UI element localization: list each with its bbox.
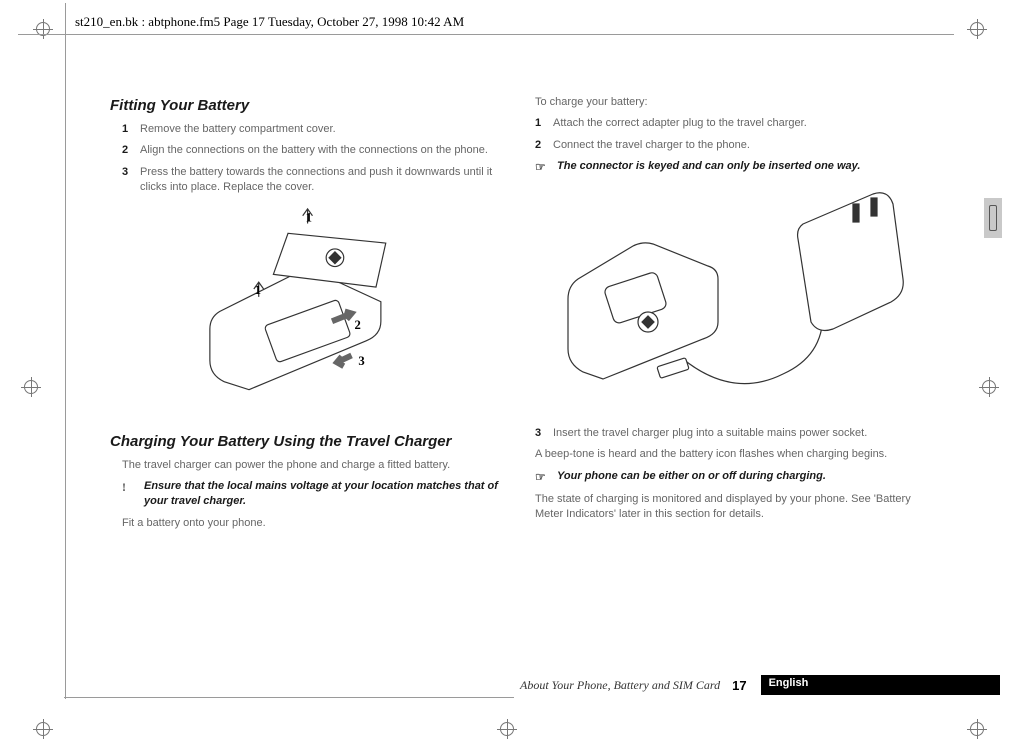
svg-text:2: 2 bbox=[354, 318, 360, 332]
footer-page-number: 17 bbox=[732, 678, 746, 693]
paragraph: Fit a battery onto your phone. bbox=[110, 516, 505, 531]
hand-icon: ☞ bbox=[535, 159, 557, 176]
paragraph: The travel charger can power the phone a… bbox=[110, 458, 505, 473]
step-number: 3 bbox=[535, 426, 553, 441]
battery-svg: 1 1 2 3 bbox=[161, 204, 454, 419]
step-text: Insert the travel charger plug into a su… bbox=[553, 426, 930, 441]
frame-line-bottom bbox=[64, 697, 514, 698]
step-number: 1 bbox=[122, 122, 140, 137]
reg-mark-bl bbox=[36, 722, 50, 736]
left-column: Fitting Your Battery 1 Remove the batter… bbox=[110, 95, 505, 537]
step-number: 2 bbox=[535, 138, 553, 153]
doc-header: st210_en.bk : abtphone.fm5 Page 17 Tuesd… bbox=[75, 14, 464, 30]
step-text: Attach the correct adapter plug to the t… bbox=[553, 116, 930, 131]
right-column: To charge your battery: 1 Attach the cor… bbox=[535, 95, 930, 537]
reg-mark-mr bbox=[982, 380, 996, 394]
charging-note: ☞ Your phone can be either on or off dur… bbox=[535, 469, 930, 486]
battery-illustration: 1 1 2 3 bbox=[110, 204, 505, 419]
reg-mark-ml bbox=[24, 380, 38, 394]
reg-mark-bm bbox=[500, 722, 514, 736]
hand-icon: ☞ bbox=[535, 469, 557, 486]
side-tab bbox=[984, 198, 1002, 238]
step-number: 1 bbox=[535, 116, 553, 131]
step-text: Connect the travel charger to the phone. bbox=[553, 138, 930, 153]
footer-lang-bar: English bbox=[761, 675, 1000, 695]
paragraph: A beep-tone is heard and the battery ico… bbox=[535, 447, 930, 462]
charger-svg bbox=[553, 184, 913, 414]
frame-line-left bbox=[65, 3, 66, 699]
step-row: 2 Align the connections on the battery w… bbox=[110, 143, 505, 158]
step-row: 3 Insert the travel charger plug into a … bbox=[535, 426, 930, 441]
reg-mark-br bbox=[970, 722, 984, 736]
warning-note: ! Ensure that the local mains voltage at… bbox=[110, 479, 505, 510]
step-text: Remove the battery compartment cover. bbox=[140, 122, 505, 137]
page-content: Fitting Your Battery 1 Remove the batter… bbox=[110, 95, 930, 537]
note-text: Your phone can be either on or off durin… bbox=[557, 469, 930, 486]
footer-language: English bbox=[769, 677, 809, 689]
step-row: 2 Connect the travel charger to the phon… bbox=[535, 138, 930, 153]
step-text: Press the battery towards the connection… bbox=[140, 165, 505, 196]
phone-tab-icon bbox=[989, 205, 997, 231]
charger-illustration bbox=[535, 184, 930, 414]
warning-icon: ! bbox=[122, 479, 144, 510]
keyed-note: ☞ The connector is keyed and can only be… bbox=[535, 159, 930, 176]
step-number: 3 bbox=[122, 165, 140, 196]
paragraph: The state of charging is monitored and d… bbox=[535, 492, 930, 523]
step-row: 1 Remove the battery compartment cover. bbox=[110, 122, 505, 137]
step-text: Align the connections on the battery wit… bbox=[140, 143, 505, 158]
svg-text:3: 3 bbox=[358, 354, 364, 368]
step-row: 1 Attach the correct adapter plug to the… bbox=[535, 116, 930, 131]
warning-text: Ensure that the local mains voltage at y… bbox=[144, 479, 505, 510]
footer-section-title: About Your Phone, Battery and SIM Card bbox=[520, 678, 720, 693]
note-text: The connector is keyed and can only be i… bbox=[557, 159, 930, 176]
svg-text:1: 1 bbox=[306, 210, 312, 224]
step-number: 2 bbox=[122, 143, 140, 158]
page-footer: About Your Phone, Battery and SIM Card 1… bbox=[520, 674, 1000, 696]
heading-fitting-battery: Fitting Your Battery bbox=[110, 95, 505, 116]
intro-text: To charge your battery: bbox=[535, 95, 930, 110]
step-row: 3 Press the battery towards the connecti… bbox=[110, 165, 505, 196]
frame-line-top bbox=[18, 34, 954, 35]
heading-charging: Charging Your Battery Using the Travel C… bbox=[110, 431, 505, 452]
svg-text:1: 1 bbox=[255, 282, 261, 296]
reg-mark-tr bbox=[970, 22, 984, 36]
